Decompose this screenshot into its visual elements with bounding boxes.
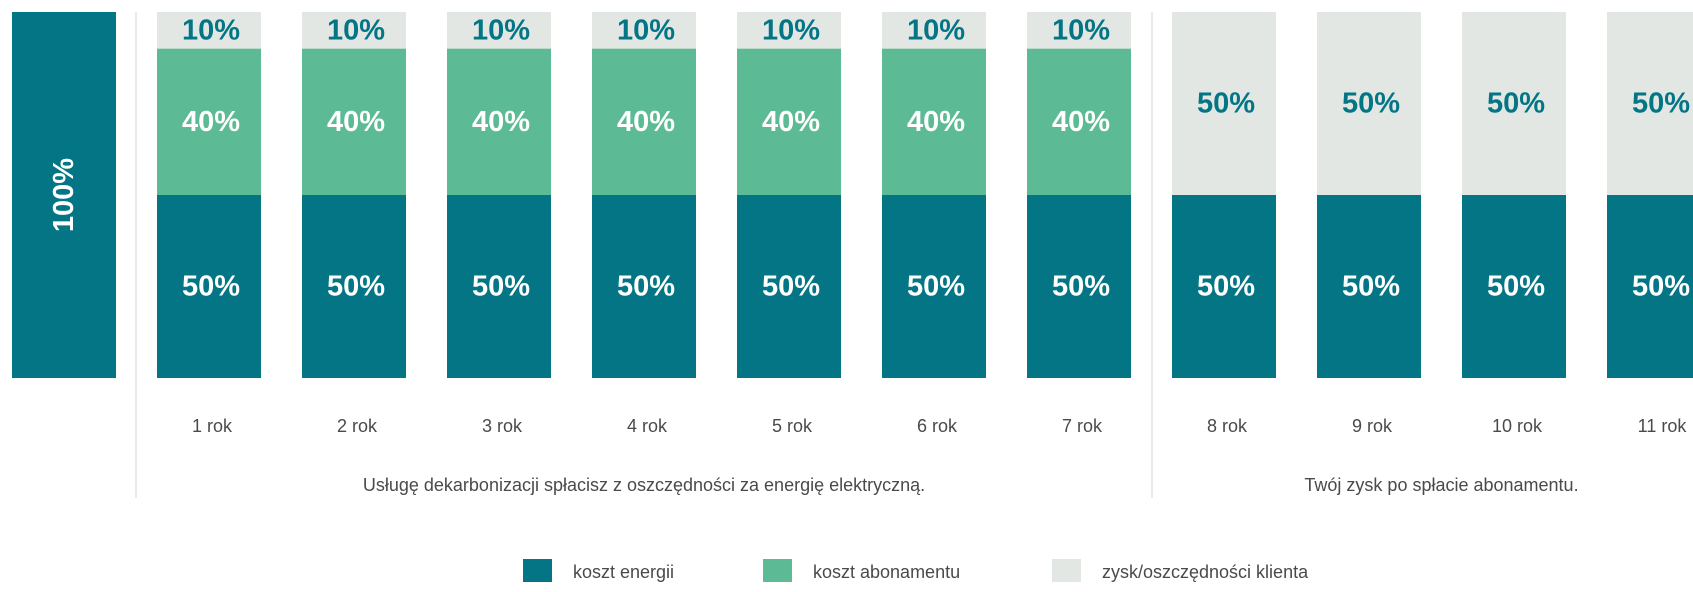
- data-label-energy-2: 50%: [327, 271, 385, 303]
- bar-segment-savings-10: [1462, 12, 1566, 195]
- data-label-subscription-4: 40%: [617, 106, 675, 138]
- data-label-subscription-2: 40%: [327, 106, 385, 138]
- data-label-energy-3: 50%: [472, 271, 530, 303]
- bar-segment-savings-2: [302, 12, 406, 49]
- total-bar: [12, 12, 116, 378]
- x-tick-label-7: 7 rok: [1062, 416, 1103, 436]
- total-bar-group: 100%: [12, 12, 116, 378]
- bar-segment-savings-8: [1172, 12, 1276, 195]
- data-label-energy-1: 50%: [182, 271, 240, 303]
- data-label-savings-2: 10%: [327, 14, 385, 46]
- group-dividers: [135, 12, 1153, 498]
- x-tick-label-9: 9 rok: [1352, 416, 1393, 436]
- x-tick-label-3: 3 rok: [482, 416, 523, 436]
- data-label-savings-6: 10%: [907, 14, 965, 46]
- bar-segment-savings-5: [737, 12, 841, 49]
- bar-segment-savings-9: [1317, 12, 1421, 195]
- bar-segment-energy-9: [1317, 195, 1421, 378]
- group-caption-1: Usługę dekarbonizacji spłacisz z oszczęd…: [363, 475, 925, 495]
- data-label-subscription-6: 40%: [907, 106, 965, 138]
- bar-segment-energy-6: [882, 195, 986, 378]
- bar-segment-energy-7: [1027, 195, 1131, 378]
- data-label-energy-7: 50%: [1052, 271, 1110, 303]
- data-label-subscription-1: 40%: [182, 106, 240, 138]
- bar-segment-energy-5: [737, 195, 841, 378]
- legend-label-savings: zysk/oszczędności klienta: [1102, 562, 1309, 582]
- x-tick-label-10: 10 rok: [1492, 416, 1543, 436]
- data-label-savings-7: 10%: [1052, 14, 1110, 46]
- legend-label-subscription: koszt abonamentu: [813, 562, 960, 582]
- data-label-subscription-7: 40%: [1052, 106, 1110, 138]
- bar-segment-energy-11: [1607, 195, 1693, 378]
- bar-segment-subscription-6: [882, 48, 986, 195]
- legend-swatch-savings: [1052, 559, 1081, 582]
- data-label-savings-5: 10%: [762, 14, 820, 46]
- bars-group: 50% 40% 10% 50% 40% 10% 50% 40% 10% 50% 40% 10% 50% 4…: [157, 12, 1693, 378]
- data-label-savings-11: 50%: [1632, 88, 1690, 120]
- bar-segment-energy-3: [447, 195, 551, 378]
- x-tick-label-5: 5 rok: [772, 416, 813, 436]
- x-tick-label-4: 4 rok: [627, 416, 668, 436]
- bar-segment-subscription-7: [1027, 48, 1131, 195]
- data-label-savings-8: 50%: [1197, 88, 1255, 120]
- bar-segment-subscription-1: [157, 48, 261, 195]
- x-tick-label-6: 6 rok: [917, 416, 958, 436]
- data-label-energy-6: 50%: [907, 271, 965, 303]
- legend-swatch-subscription: [763, 559, 792, 582]
- tick-labels-group: 1 rok 2 rok 3 rok 4 rok 5 rok 6 rok 7 rok 8 rok…: [192, 416, 1687, 436]
- bar-segment-energy-8: [1172, 195, 1276, 378]
- data-label-energy-4: 50%: [617, 271, 675, 303]
- bar-segment-subscription-3: [447, 48, 551, 195]
- bar-segment-savings-6: [882, 12, 986, 49]
- data-label-energy-11: 50%: [1632, 271, 1690, 303]
- total-bar-label: 100%: [48, 158, 80, 232]
- legend: koszt energii koszt abonamentu zysk/oszczę…: [523, 559, 1309, 582]
- bar-segment-energy-1: [157, 195, 261, 378]
- bar-segment-savings-3: [447, 12, 551, 49]
- group-captions: Usługę dekarbonizacji spłacisz z oszczęd…: [363, 475, 1579, 495]
- data-label-savings-10: 50%: [1487, 88, 1545, 120]
- bar-segment-savings-4: [592, 12, 696, 49]
- bar-segment-savings-11: [1607, 12, 1693, 195]
- bar-segment-energy-10: [1462, 195, 1566, 378]
- x-tick-label-2: 2 rok: [337, 416, 378, 436]
- bar-segment-energy-4: [592, 195, 696, 378]
- bar-segment-subscription-4: [592, 48, 696, 195]
- data-label-energy-5: 50%: [762, 271, 820, 303]
- legend-swatch-energy: [523, 559, 552, 582]
- bar-segment-energy-2: [302, 195, 406, 378]
- bar-segment-subscription-2: [302, 48, 406, 195]
- x-tick-label-8: 8 rok: [1207, 416, 1248, 436]
- x-tick-label-1: 1 rok: [192, 416, 233, 436]
- data-label-savings-1: 10%: [182, 14, 240, 46]
- data-label-subscription-5: 40%: [762, 106, 820, 138]
- data-label-savings-9: 50%: [1342, 88, 1400, 120]
- data-label-energy-10: 50%: [1487, 271, 1545, 303]
- x-tick-label-11: 11 rok: [1638, 416, 1688, 436]
- data-label-savings-4: 10%: [617, 14, 675, 46]
- data-label-energy-9: 50%: [1342, 271, 1400, 303]
- group-caption-2: Twój zysk po spłacie abonamentu.: [1304, 475, 1578, 495]
- bar-segment-subscription-5: [737, 48, 841, 195]
- bar-segment-savings-1: [157, 12, 261, 49]
- data-label-savings-3: 10%: [472, 14, 530, 46]
- bar-segment-savings-7: [1027, 12, 1131, 49]
- legend-label-energy: koszt energii: [573, 562, 674, 582]
- data-label-subscription-3: 40%: [472, 106, 530, 138]
- data-label-energy-8: 50%: [1197, 271, 1255, 303]
